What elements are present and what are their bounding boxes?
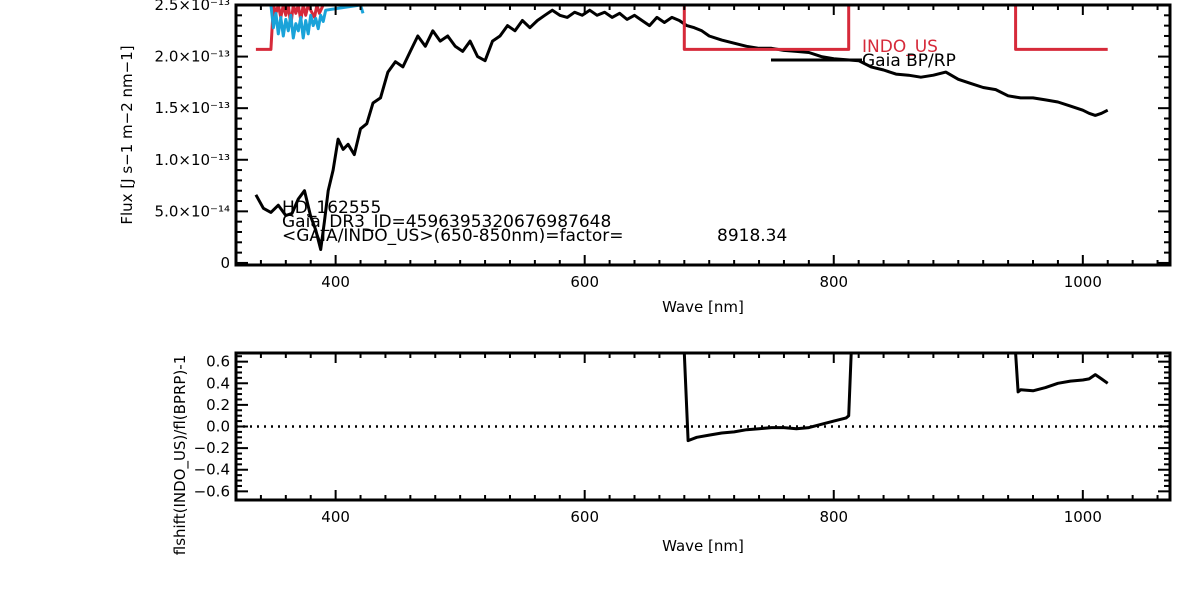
- flux-x-tick-label: 600: [570, 273, 599, 291]
- ratio-x-tick-label: 800: [819, 508, 848, 526]
- flux-series-group: [254, 3, 1109, 251]
- flux-y-tick-label: 2.5×10⁻¹³: [155, 0, 230, 14]
- legend: INDO_US Gaia BP/RP: [771, 37, 956, 71]
- ratio-x-axis-label: Wave [nm]: [662, 537, 744, 555]
- flux-x-tick-label: 800: [819, 273, 848, 291]
- ratio-series-line-1: [1014, 352, 1109, 394]
- flux-x-axis-label: Wave [nm]: [662, 298, 744, 316]
- legend-label-indo-us: INDO_US: [862, 37, 938, 57]
- flux-x-tick-label: 400: [321, 273, 350, 291]
- ratio-y-tick-label: 0.6: [206, 353, 230, 371]
- flux-plot-frame: [234, 3, 1172, 267]
- flux-y-tick-label: 1.5×10⁻¹³: [155, 99, 230, 117]
- flux-series-line-0: [254, 8, 1109, 251]
- ratio-y-axis-label: flshift(INDO_US)/fl(BPRP)-1: [171, 355, 190, 556]
- ratio-y-tick-label: 0.4: [206, 374, 230, 392]
- star-name-annotation: HD_162555: [282, 198, 381, 218]
- flux-x-tick-label: 1000: [1064, 273, 1102, 291]
- ratio-x-tick-label: 600: [570, 508, 599, 526]
- ratio-x-tick-label: 1000: [1064, 508, 1102, 526]
- ratio-series-line-0: [682, 351, 854, 443]
- gaia-id-annotation: Gaia_DR3_ID=4596395320676987648: [282, 212, 611, 232]
- flux-y-tick-label: 0: [220, 254, 230, 272]
- ratio-panel: 400 600 800 1000 −0.6 −0.4 −0.2 0.0 0.2 0.4 0.6 Wa…: [171, 351, 1172, 556]
- ratio-series-group: [236, 351, 1170, 443]
- ratio-y-tick-label: −0.4: [194, 461, 230, 479]
- legend-label-gaia: Gaia BP/RP: [862, 51, 956, 71]
- flux-y-axis-label: Flux [J s−1 m−2 nm−1]: [118, 45, 136, 224]
- flux-series-line-2: [269, 3, 365, 40]
- flux-axis-ticks: 400 600 800 1000 0 5.0×10⁻¹⁴ 1.0×10⁻¹³ 1.5×10⁻¹…: [155, 0, 1170, 291]
- flux-y-tick-label: 1.0×10⁻¹³: [155, 151, 230, 169]
- ratio-y-tick-label: 0.2: [206, 396, 230, 414]
- ratio-y-tick-label: −0.2: [194, 439, 230, 457]
- factor-label-annotation: <GAIA/INDO_US>(650-850nm)=factor=: [282, 226, 624, 246]
- ratio-y-tick-label: −0.6: [194, 482, 230, 500]
- flux-y-tick-label: 5.0×10⁻¹⁴: [155, 202, 230, 220]
- flux-series-line-1: [255, 3, 1108, 51]
- factor-value-annotation: 8918.34: [717, 226, 787, 246]
- flux-panel: 400 600 800 1000 0 5.0×10⁻¹⁴ 1.0×10⁻¹³ 1.5×10⁻¹…: [118, 0, 1172, 316]
- ratio-axis-ticks: 400 600 800 1000 −0.6 −0.4 −0.2 0.0 0.2 0.4 0.6: [194, 353, 1170, 526]
- ratio-x-tick-label: 400: [321, 508, 350, 526]
- ratio-y-tick-label: 0.0: [206, 418, 230, 436]
- flux-y-tick-label: 2.0×10⁻¹³: [155, 48, 230, 66]
